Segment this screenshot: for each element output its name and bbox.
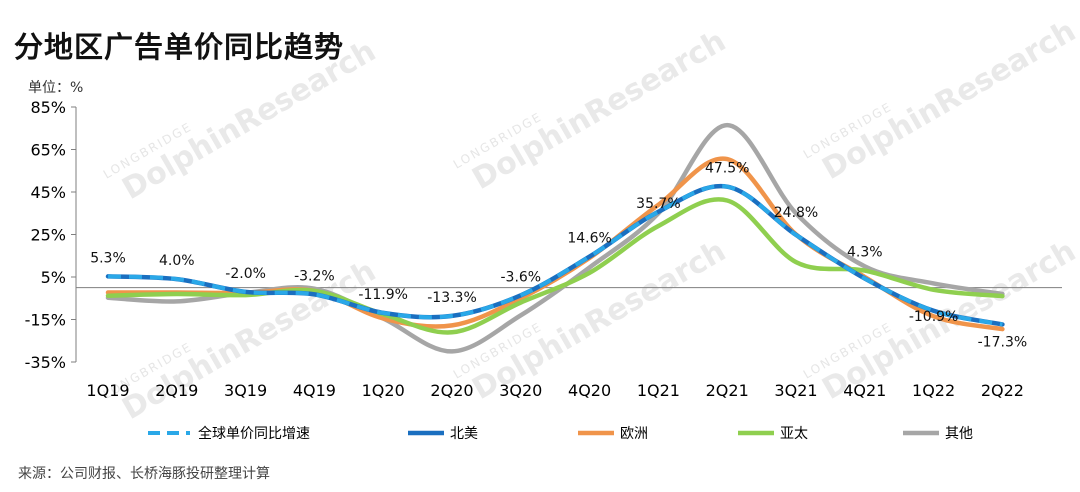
data-label: 5.3% <box>90 250 126 266</box>
x-tick-label: 4Q19 <box>293 381 336 400</box>
x-tick-label: 1Q22 <box>912 381 955 400</box>
data-label: -3.2% <box>294 268 335 284</box>
data-label: 35.7% <box>636 196 680 212</box>
y-tick-label: -15% <box>25 311 66 330</box>
x-tick-label: 2Q19 <box>155 381 198 400</box>
y-tick-label: -35% <box>25 353 66 372</box>
y-tick-label: 45% <box>30 183 66 202</box>
data-label: -10.9% <box>909 309 959 325</box>
x-tick-label: 3Q21 <box>774 381 817 400</box>
x-tick-label: 1Q19 <box>86 381 129 400</box>
data-label: 4.0% <box>159 253 195 269</box>
y-tick-label: 25% <box>30 226 66 245</box>
x-tick-label: 3Q19 <box>224 381 267 400</box>
data-label: -2.0% <box>225 266 266 282</box>
data-label: -13.3% <box>427 290 477 306</box>
data-label: 24.8% <box>774 205 818 221</box>
data-label: -17.3% <box>978 334 1028 350</box>
unit-label: 单位：% <box>28 80 84 96</box>
data-label: 14.6% <box>567 231 611 247</box>
watermark-text: DolphinResearch <box>817 14 1080 187</box>
x-tick-label: 4Q20 <box>568 381 611 400</box>
legend-label: 全球单价同比增速 <box>198 425 310 442</box>
x-tick-label: 3Q20 <box>499 381 542 400</box>
legend-label: 欧洲 <box>620 426 648 442</box>
y-tick-label: 65% <box>30 141 66 160</box>
legend-label: 其他 <box>945 426 973 442</box>
legend-label: 北美 <box>450 426 478 442</box>
legend-label: 亚太 <box>780 426 808 442</box>
x-tick-label: 2Q21 <box>706 381 749 400</box>
y-tick-label: 5% <box>41 268 66 287</box>
data-label: 47.5% <box>705 161 749 177</box>
chart-title: 分地区广告单价同比趋势 <box>14 30 345 64</box>
x-tick-label: 1Q21 <box>637 381 680 400</box>
y-tick-label: 85% <box>30 98 66 117</box>
x-tick-label: 4Q21 <box>843 381 886 400</box>
series-line-1 <box>107 184 1003 327</box>
data-label: -3.6% <box>500 269 541 285</box>
source-note: 来源：公司财报、长桥海豚投研整理计算 <box>18 466 270 482</box>
watermark-text: DolphinResearch <box>117 34 382 207</box>
x-tick-label: 2Q20 <box>430 381 473 400</box>
data-label: 4.3% <box>847 244 883 260</box>
data-label: -11.9% <box>358 287 408 303</box>
x-tick-label: 1Q20 <box>362 381 405 400</box>
watermark-text: DolphinResearch <box>467 24 732 197</box>
x-tick-label: 2Q22 <box>981 381 1024 400</box>
